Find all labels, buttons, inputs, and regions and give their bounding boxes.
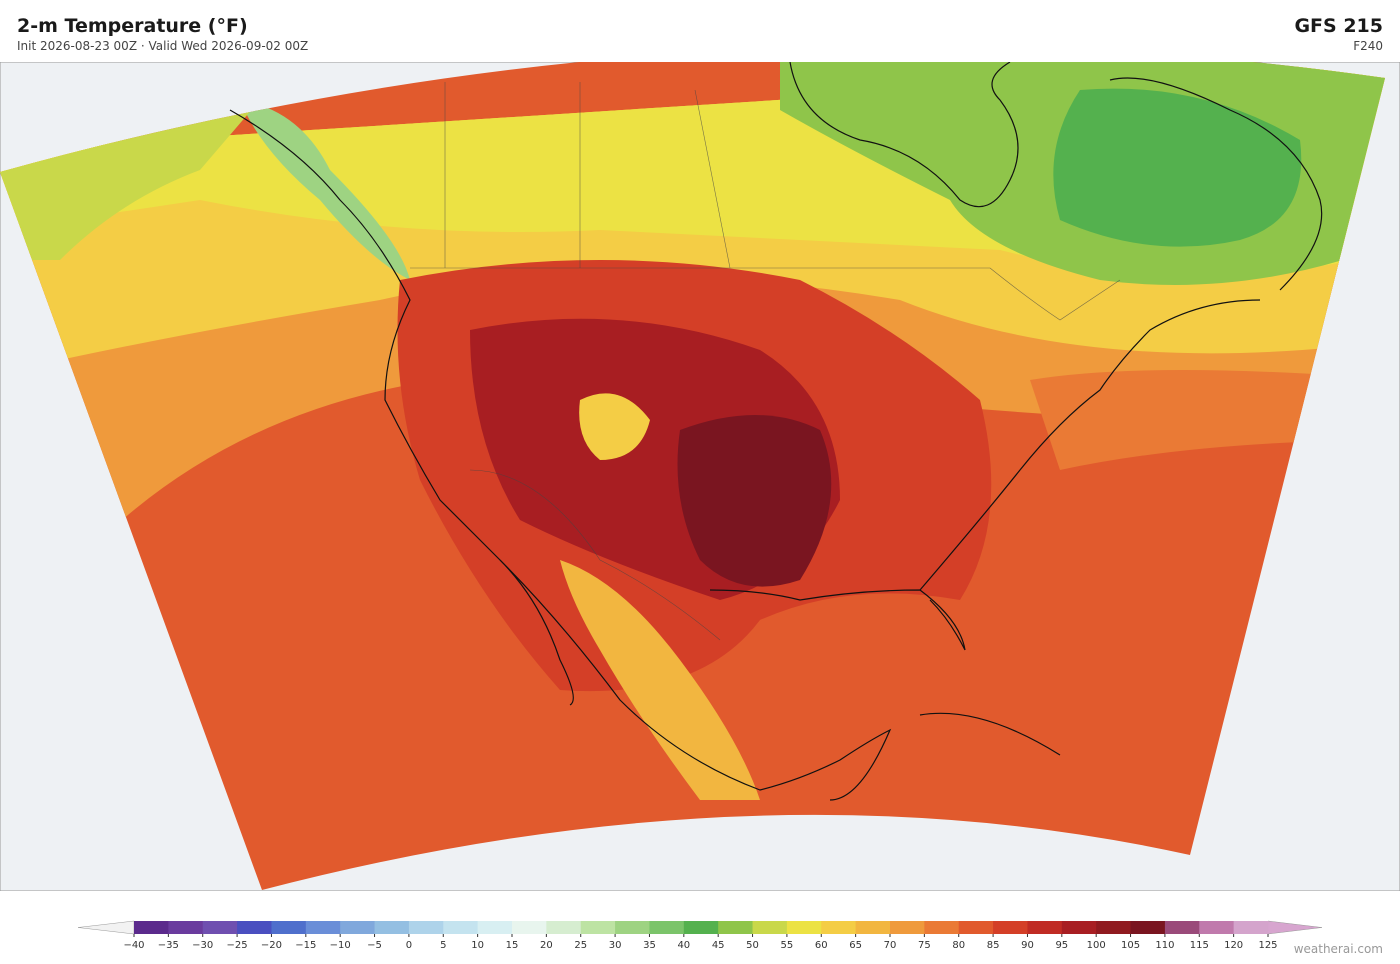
coastlines (229, 62, 1323, 801)
colorbar-tick-label: −5 (367, 940, 382, 951)
colorbar-bin (1130, 921, 1166, 934)
colorbar-under (77, 920, 135, 935)
colorbar-tick-label: −10 (330, 940, 351, 951)
colorbar-bin (443, 921, 479, 934)
colorbar-bin (374, 921, 410, 934)
colorbar-bin (546, 921, 582, 934)
colorbar-tick-label: 50 (746, 940, 759, 951)
forecast-hour: F240 (1353, 39, 1383, 53)
map (0, 62, 1400, 891)
colorbar-tick-label: 20 (540, 940, 553, 951)
colorbar-tick-label: 60 (815, 940, 828, 951)
colorbar-tick-label: 80 (952, 940, 965, 951)
colorbar-tick-label: 65 (849, 940, 862, 951)
colorbar-bin (1061, 921, 1097, 934)
colorbar-bin (649, 921, 685, 934)
colorbar-bin (408, 921, 444, 934)
colorbar-bin (1027, 921, 1063, 934)
colorbar-bin (1233, 921, 1269, 934)
colorbar-over (1267, 920, 1323, 935)
colorbar-tick-label: 35 (643, 940, 656, 951)
colorbar-tick-label: 90 (1021, 940, 1034, 951)
header: 2-m Temperature (°F) Init 2026-08-23 00Z… (0, 0, 1400, 62)
colorbar-tick-label: 25 (574, 940, 587, 951)
colorbar-bin (202, 921, 238, 934)
colorbar-bin (821, 921, 857, 934)
colorbar-tick-label: 70 (884, 940, 897, 951)
colorbar-bin (1199, 921, 1235, 934)
colorbar-tick-label: 125 (1258, 940, 1277, 951)
colorbar-tick-label: 95 (1055, 940, 1068, 951)
colorbar-bin (752, 921, 788, 934)
colorbar-bin (786, 921, 822, 934)
colorbar-tick-label: 45 (712, 940, 725, 951)
colorbar-tick-label: 110 (1155, 940, 1174, 951)
colorbar-bin (718, 921, 754, 934)
colorbar-bin (958, 921, 994, 934)
colorbar-tick-label: −15 (295, 940, 316, 951)
colorbar-bin (134, 921, 169, 934)
colorbar-bin (305, 921, 341, 934)
colorbar-tick-label: −20 (261, 940, 282, 951)
colorbar-tick-label: 5 (440, 940, 446, 951)
colorbar-tick-label: 55 (781, 940, 794, 951)
colorbar-tick-label: 30 (609, 940, 622, 951)
borders (410, 82, 1121, 641)
colorbar-bin (1096, 921, 1132, 934)
colorbar-tick-label: 100 (1087, 940, 1106, 951)
colorbar: −40 −35 −30 −25 −20 −15 −10 −5 0 5 10 15 20 25 30 35 40 4… (77, 920, 1323, 951)
model-name: GFS 215 (1294, 15, 1383, 37)
colorbar-bin (237, 921, 272, 934)
colorbar-tick-label: −40 (123, 940, 144, 951)
colorbar-tick-label: −35 (158, 940, 179, 951)
colorbar-tick-label: 40 (677, 940, 690, 951)
colorbar-bin (993, 921, 1028, 934)
colorbar-bin (168, 921, 204, 934)
colorbar-bin (1164, 921, 1200, 934)
colorbar-bin (580, 921, 616, 934)
colorbar-bin (615, 921, 650, 934)
colorbar-tick-label: 10 (471, 940, 484, 951)
colorbar-tick-label: 120 (1224, 940, 1243, 951)
map-title: 2-m Temperature (°F) (17, 15, 248, 37)
colorbar-bin (340, 921, 376, 934)
temperature-field (0, 62, 1385, 891)
credit: weatherai.com (1293, 942, 1383, 956)
colorbar-bin (271, 921, 307, 934)
colorbar-bin (924, 921, 960, 934)
colorbar-tick-label: −25 (227, 940, 248, 951)
colorbar-bin (477, 921, 513, 934)
colorbar-bin (683, 921, 719, 934)
colorbar-tick-label: 0 (406, 940, 412, 951)
colorbar-tick-label: 15 (506, 940, 519, 951)
colorbar-tick-label: −30 (192, 940, 213, 951)
colorbar-tick-label: 75 (918, 940, 931, 951)
colorbar-tick-label: 115 (1190, 940, 1209, 951)
colorbar-bin (512, 921, 547, 934)
colorbar-tick-label: 105 (1121, 940, 1140, 951)
colorbar-bin (890, 921, 925, 934)
colorbar-bin (855, 921, 891, 934)
colorbar-tick-label: 85 (987, 940, 1000, 951)
map-subtitle: Init 2026-08-23 00Z · Valid Wed 2026-09-… (17, 39, 309, 53)
